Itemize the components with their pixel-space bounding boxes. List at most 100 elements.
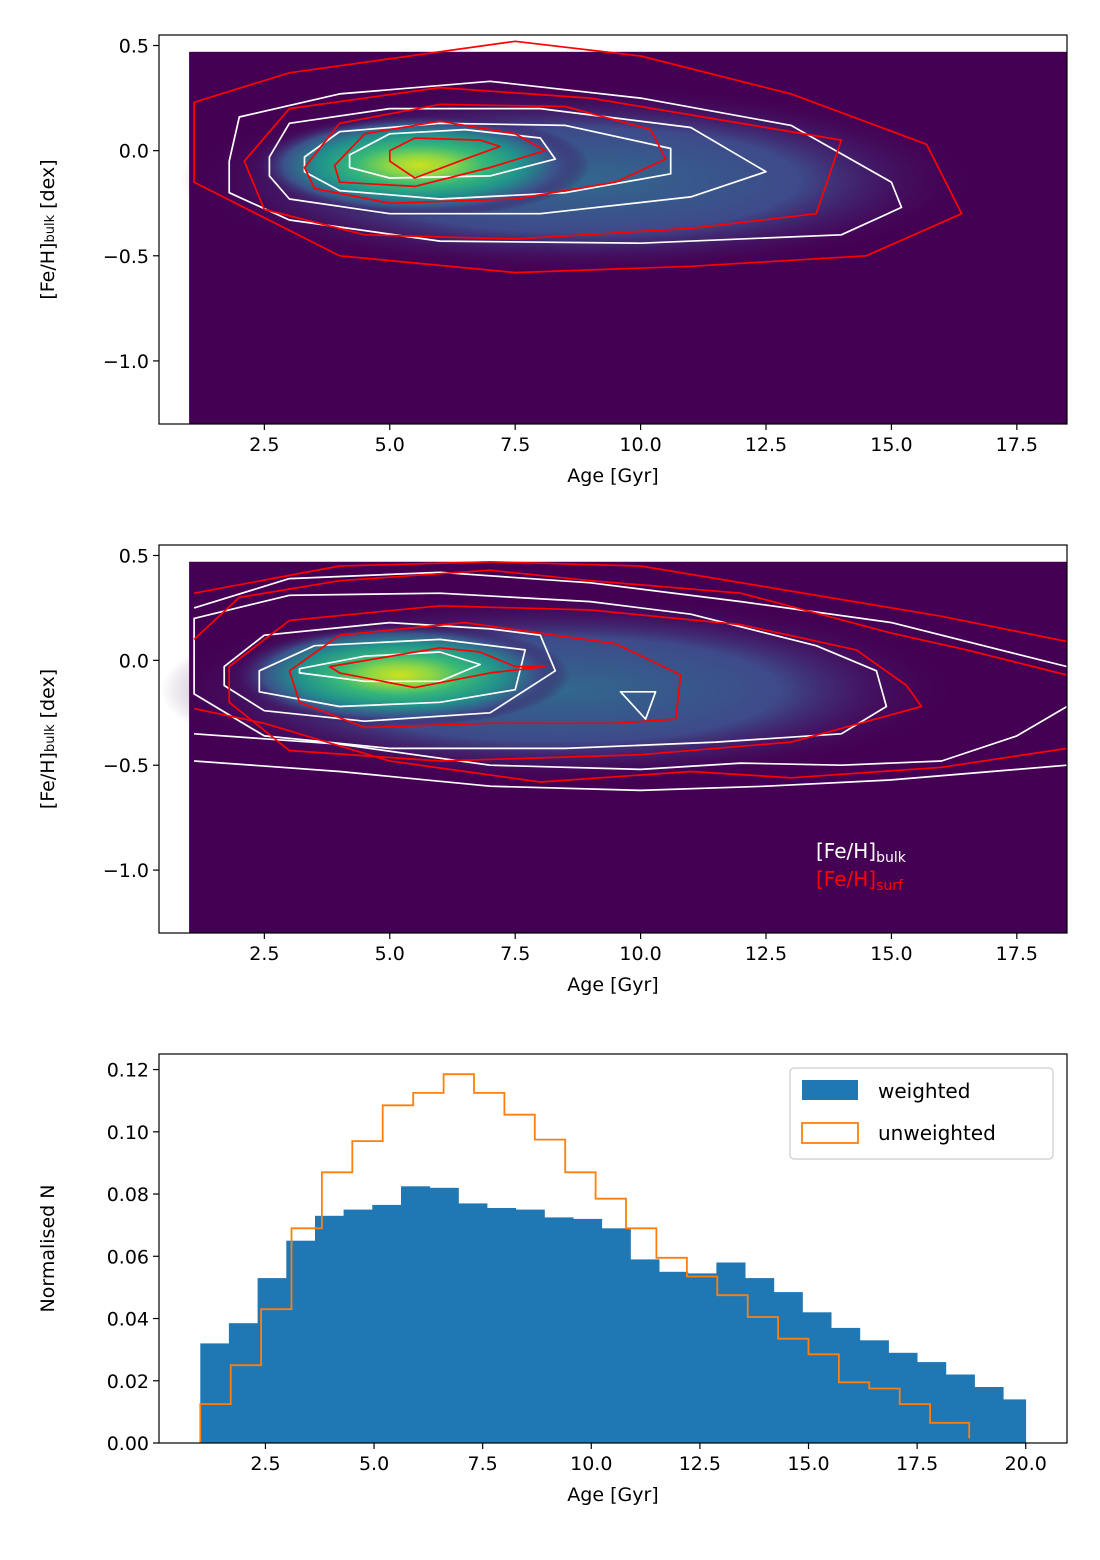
y-axis-label: Normalised N [37, 1185, 59, 1313]
contour-bulk [228, 80, 903, 245]
x-tick-label: 2.5 [250, 1453, 280, 1475]
bar-weighted [659, 1271, 689, 1443]
contour-bulk [258, 638, 527, 708]
legend-label-unweighted: unweighted [878, 1121, 996, 1145]
plot-area [160, 560, 1067, 933]
contour-group [193, 560, 1067, 792]
x-tick-label: 20.0 [1005, 1453, 1047, 1475]
contour-bulk [348, 128, 557, 179]
bar-weighted [630, 1259, 660, 1443]
bar-weighted [257, 1278, 287, 1443]
density-peak [229, 623, 570, 728]
ylabel-main: [Fe/H] [37, 243, 59, 300]
axes-frame [158, 544, 1068, 934]
x-axis-label: Age [Gyr] [567, 974, 658, 996]
y-tick-label: −0.5 [103, 755, 149, 777]
legend-entry-surf: [Fe/H]surf [816, 867, 904, 894]
y-tick-label: 0.5 [119, 36, 149, 58]
y-tick-label: 0.5 [119, 545, 149, 567]
legend-contours: [Fe/H]bulk [Fe/H]surf [816, 839, 907, 894]
axes-frame [158, 1053, 1068, 1444]
bar-weighted [1003, 1399, 1027, 1443]
contour-surf [193, 707, 1067, 783]
y-tick-label: 0.02 [107, 1371, 149, 1393]
x-axis-label: Age [Gyr] [567, 465, 658, 487]
bar-weighted [716, 1262, 746, 1443]
x-tick-label: 12.5 [745, 943, 787, 965]
contour-bulk [194, 705, 1067, 771]
x-tick-label: 5.0 [375, 434, 405, 456]
y-tick-label: 0.04 [107, 1309, 149, 1331]
bar-weighted [458, 1203, 488, 1443]
x-tick-label: 5.0 [359, 1453, 389, 1475]
panel-age-feh-top: 2.5 5.0 7.5 10.0 12.5 15.0 17.5 0.5 0.0 −0.5 −1.0… [37, 34, 1068, 487]
x-tick-label: 12.5 [745, 434, 787, 456]
bar-weighted [859, 1340, 889, 1443]
contour-surf [328, 646, 547, 689]
x-tick-label: 5.0 [375, 943, 405, 965]
contour-bulk [223, 621, 557, 723]
contour-surf [193, 560, 1067, 643]
x-tick-label: 17.5 [996, 943, 1038, 965]
contour-surf [333, 120, 547, 188]
bar-weighted [888, 1352, 918, 1443]
y-tick-label: 0.00 [107, 1433, 149, 1455]
y-tick-label: −0.5 [103, 246, 149, 268]
bar-weighted [945, 1374, 975, 1443]
y-tick-label: 0.10 [107, 1122, 149, 1144]
y-axis-label: [Fe/H]bulk [dex] [37, 159, 59, 299]
x-tick-label: 2.5 [249, 434, 279, 456]
bar-weighted [343, 1209, 373, 1443]
x-tick-label: 10.0 [619, 434, 661, 456]
axes-frame [158, 34, 1068, 425]
contour-bulk [298, 651, 481, 683]
y-axis-ticks: 0.5 0.0 −0.5 −1.0 [103, 545, 159, 882]
bar-weighted [429, 1187, 459, 1443]
legend-entry-bulk: [Fe/H]bulk [816, 839, 907, 866]
x-tick-label: 15.0 [870, 943, 912, 965]
contour-surf [193, 569, 1067, 676]
panel-age-feh-middle: 2.5 5.0 7.5 10.0 12.5 15.0 17.5 0.5 0.0 −0.5 −1.0… [37, 544, 1068, 996]
bar-weighted [515, 1209, 545, 1443]
ylabel-unit: [dex] [37, 669, 59, 725]
contour-surf [243, 86, 843, 240]
legend: weighted unweighted [789, 1067, 1054, 1160]
y-tick-label: 0.08 [107, 1184, 149, 1206]
bar-weighted [831, 1327, 861, 1443]
y-tick-label: 0.12 [107, 1060, 149, 1082]
contour-bulk [619, 690, 657, 720]
legend-bulk-main: [Fe/H] [816, 839, 876, 863]
contour-surf [288, 621, 682, 729]
ylabel-sub: bulk [43, 214, 58, 242]
bar-weighted [315, 1215, 345, 1443]
legend-surf-main: [Fe/H] [816, 867, 876, 891]
bar-weighted [601, 1228, 631, 1443]
ylabel-main: [Fe/H] [37, 752, 59, 809]
panel-age-histogram: 2.5 5.0 7.5 10.0 12.5 15.0 17.5 20.0 0.000.020.… [37, 1053, 1068, 1506]
contour-bulk [194, 760, 1067, 792]
legend-label-weighted: weighted [878, 1079, 970, 1103]
bar-weighted [200, 1343, 230, 1443]
legend-bulk-sub: bulk [876, 850, 907, 866]
bar-weighted [372, 1204, 402, 1443]
x-tick-label: 7.5 [500, 434, 530, 456]
legend-swatch-unweighted [801, 1122, 859, 1144]
bar-weighted [487, 1208, 517, 1443]
y-tick-label: 0.06 [107, 1246, 149, 1268]
contour-bulk [193, 571, 1067, 668]
contour-bulk [193, 592, 888, 750]
x-tick-label: 17.5 [996, 434, 1038, 456]
contour-bulk [268, 107, 767, 215]
y-tick-label: −1.0 [103, 351, 149, 373]
ylabel-unit: [dex] [37, 159, 59, 215]
y-tick-label: 0.0 [119, 141, 149, 163]
y-tick-label: −1.0 [103, 860, 149, 882]
unweighted-step-line [199, 1073, 971, 1443]
bar-weighted [974, 1387, 1004, 1443]
bar-weighted [802, 1312, 832, 1443]
x-tick-label: 7.5 [468, 1453, 498, 1475]
bar-weighted [573, 1218, 603, 1443]
x-tick-label: 7.5 [500, 943, 530, 965]
bar-weighted [773, 1292, 803, 1443]
